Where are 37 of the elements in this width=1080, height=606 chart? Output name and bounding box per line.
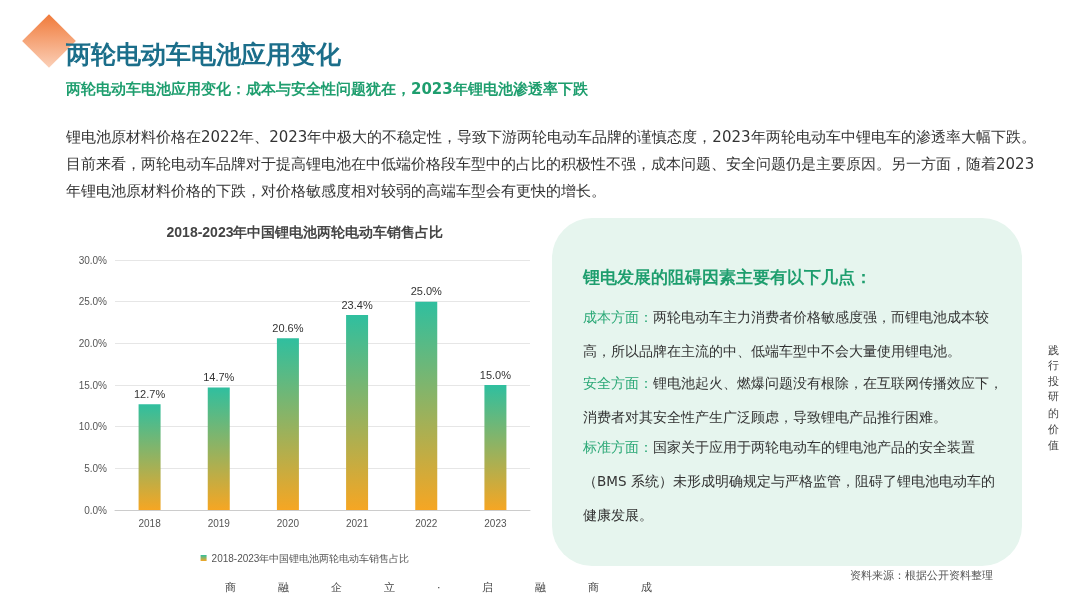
bar bbox=[207, 387, 230, 510]
y-tick-label: 25.0% bbox=[78, 296, 108, 308]
chart-title: 2018-2023年中国锂电池两轮电动车销售占比 bbox=[166, 224, 444, 240]
text: 商融企立·启融商成 bbox=[225, 580, 695, 595]
legend-label: 2018-2023年中国锂电池两轮电动车销售占比 bbox=[211, 552, 410, 564]
x-tick-label: 2023 bbox=[484, 517, 507, 529]
text: 践行投研的价值 bbox=[1046, 335, 1060, 447]
x-tick-label: 2022 bbox=[415, 517, 438, 529]
data-label: 20.6% bbox=[272, 321, 304, 334]
x-tick-label: 2018 bbox=[138, 517, 162, 529]
y-tick-label: 10.0% bbox=[78, 421, 108, 433]
bar bbox=[138, 404, 161, 510]
x-tick-label: 2021 bbox=[345, 517, 369, 529]
bar bbox=[276, 338, 299, 510]
text: 标准方面：国家关于应用于两轮电动车的锂电池产品的安全装置（BMS 系统）未形成明确规定与严格监管，阻碍了锂电池电动车的健康发展。 bbox=[583, 439, 995, 523]
y-tick-label: 20.0% bbox=[78, 337, 108, 349]
text: 成本方面：两轮电动车主力消费者价格敏感度强，而锂电池成本较高，所以品牌在主流的中、低端车型中不会大量使用锂电池。 bbox=[583, 309, 989, 359]
chart-subtitle: 两轮电动车电池应用变化：成本与安全性问题犹在，2023年锂电池渗透率下跌 bbox=[66, 80, 588, 99]
text: 锂电池原材料价格在2022年、2023年中极大的不稳定性，导致下游两轮电动车品牌的谨慎态度，2023年两轮电动车中锂电车的渗透率大幅下跌。目前来看，两轮电动车品牌对于提高锂电池在中低端价格段车型中的占比的积极性不强，成本问题、安全问题仍是主要原因。另一方面，随着2023年锂电池原材料价格的下跌，对价格敏感度相对较弱的高端车型会有更快的增长。 bbox=[66, 127, 1037, 202]
bar bbox=[415, 301, 438, 510]
data-label: 25.0% bbox=[410, 285, 443, 298]
bar bbox=[484, 385, 507, 510]
text: 安全方面：锂电池起火、燃爆问题没有根除，在互联网传播效应下，消费者对其安全性产生广泛顾虑，导致锂电产品推行困难。 bbox=[583, 375, 1003, 425]
text: 锂电发展的阻碍因素主要有以下几点： bbox=[583, 266, 872, 289]
x-tick-label: 2019 bbox=[207, 517, 231, 529]
x-tick-label: 2020 bbox=[276, 517, 300, 529]
text: 资料来源：根据公开资料整理 bbox=[850, 568, 993, 583]
y-tick-label: 5.0% bbox=[84, 462, 108, 474]
data-label: 12.7% bbox=[133, 387, 166, 400]
text: 两轮电动车电池应用变化 bbox=[66, 39, 341, 71]
data-label: 23.4% bbox=[341, 298, 373, 311]
data-label: 15.0% bbox=[479, 368, 512, 381]
bar bbox=[346, 315, 369, 510]
y-tick-label: 15.0% bbox=[78, 379, 108, 391]
y-tick-label: 0.0% bbox=[84, 504, 108, 516]
y-tick-label: 30.0% bbox=[78, 254, 108, 266]
data-label: 14.7% bbox=[203, 371, 235, 383]
